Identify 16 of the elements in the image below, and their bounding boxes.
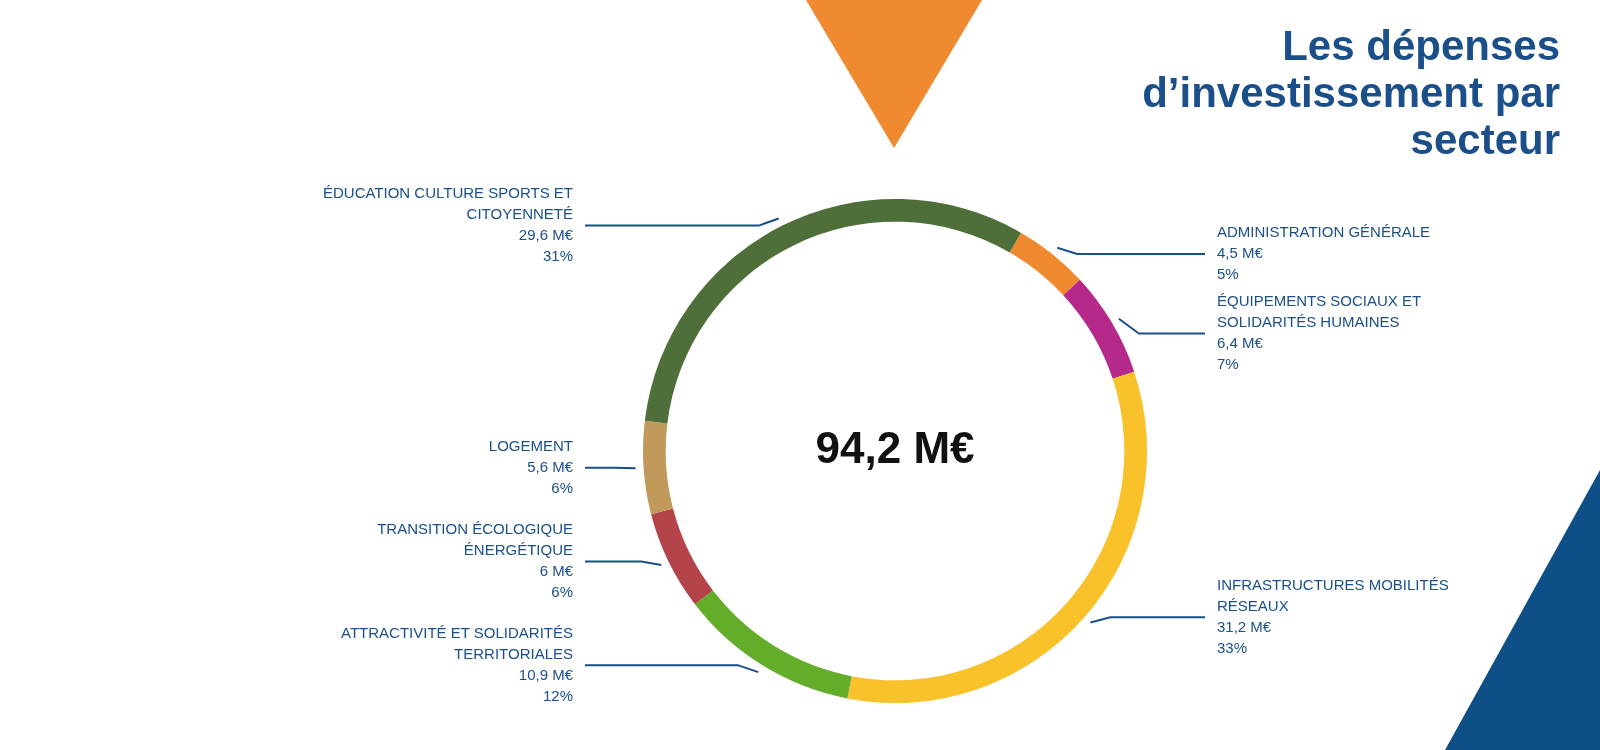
slice-label: ADMINISTRATION GÉNÉRALE xyxy=(1217,223,1431,241)
slice-label: LOGEMENT xyxy=(488,436,573,454)
data-label: 10,9 M€ 12% xyxy=(518,666,574,704)
data-label: 4,5 M€ 5% xyxy=(1217,244,1264,283)
chart-title: Les dépenses d’investissement par secteur xyxy=(1141,22,1560,164)
data-label: 6,4 M€ 7% xyxy=(1217,334,1264,373)
text: 94,2 M€ xyxy=(815,423,975,473)
slice-label: ÉDUCATION CULTURE SPORTS ET CITOYENNETÉ xyxy=(322,184,573,223)
slice-label: TRANSITION ÉCOLOGIQUE ÉNERGÉTIQUE xyxy=(377,520,573,559)
data-label: 31,2 M€ 33% xyxy=(1217,617,1272,656)
slice-label: ATTRACTIVITÉ ET SOLIDARITÉS TERRITORIALES xyxy=(341,624,573,662)
data-label: 5,6 M€ 6% xyxy=(527,457,574,496)
data-label: 29,6 M€ 31% xyxy=(518,226,574,265)
slice-label: ÉQUIPEMENTS SOCIAUX ET SOLIDARITÉS HUMAINES xyxy=(1217,292,1422,331)
data-label: 6 M€ 6% xyxy=(539,562,574,601)
slice-label: INFRASTRUCTURES MOBILITÉS RÉSEAUX xyxy=(1217,575,1449,614)
